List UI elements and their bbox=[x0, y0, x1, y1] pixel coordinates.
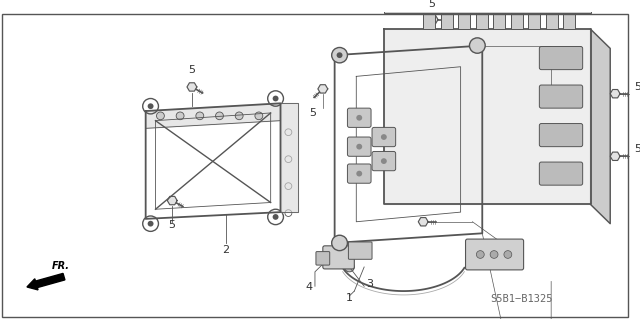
Circle shape bbox=[381, 158, 387, 164]
Text: 5: 5 bbox=[634, 145, 640, 154]
Bar bbox=[511, 8, 523, 29]
Bar bbox=[528, 8, 540, 29]
Text: 5: 5 bbox=[477, 243, 484, 253]
Polygon shape bbox=[167, 197, 177, 205]
Circle shape bbox=[176, 112, 184, 120]
Circle shape bbox=[337, 52, 342, 58]
Polygon shape bbox=[419, 218, 428, 226]
FancyBboxPatch shape bbox=[540, 85, 582, 108]
FancyBboxPatch shape bbox=[348, 242, 372, 259]
Circle shape bbox=[273, 96, 278, 101]
Text: 5: 5 bbox=[428, 0, 435, 9]
Bar bbox=[441, 8, 453, 29]
Text: 5: 5 bbox=[309, 108, 316, 118]
Circle shape bbox=[332, 48, 348, 63]
Polygon shape bbox=[591, 29, 610, 224]
Circle shape bbox=[255, 112, 263, 120]
Circle shape bbox=[490, 251, 498, 258]
Circle shape bbox=[332, 235, 348, 251]
Text: FR.: FR. bbox=[52, 261, 70, 271]
Polygon shape bbox=[384, 29, 591, 204]
FancyBboxPatch shape bbox=[465, 239, 524, 270]
Polygon shape bbox=[610, 152, 620, 160]
FancyBboxPatch shape bbox=[372, 127, 396, 147]
Circle shape bbox=[348, 265, 351, 269]
Text: 1: 1 bbox=[346, 293, 353, 303]
Circle shape bbox=[470, 38, 485, 53]
Text: S5B1−B1325: S5B1−B1325 bbox=[490, 294, 553, 304]
Text: 4: 4 bbox=[305, 282, 312, 292]
FancyBboxPatch shape bbox=[323, 246, 355, 269]
Polygon shape bbox=[146, 103, 280, 128]
Circle shape bbox=[273, 214, 278, 220]
FancyBboxPatch shape bbox=[372, 152, 396, 171]
Circle shape bbox=[196, 112, 204, 120]
FancyBboxPatch shape bbox=[316, 252, 330, 265]
Polygon shape bbox=[318, 85, 328, 93]
FancyBboxPatch shape bbox=[348, 108, 371, 127]
Text: 2: 2 bbox=[223, 245, 230, 255]
Circle shape bbox=[344, 262, 355, 272]
Polygon shape bbox=[280, 103, 298, 212]
FancyBboxPatch shape bbox=[348, 137, 371, 156]
FancyBboxPatch shape bbox=[540, 162, 582, 185]
FancyBboxPatch shape bbox=[348, 164, 371, 183]
Bar bbox=[423, 8, 435, 29]
Text: 5: 5 bbox=[634, 82, 640, 92]
Circle shape bbox=[157, 112, 164, 120]
Bar bbox=[493, 8, 506, 29]
Circle shape bbox=[356, 144, 362, 150]
FancyBboxPatch shape bbox=[540, 47, 582, 70]
Bar bbox=[546, 8, 558, 29]
Circle shape bbox=[504, 251, 512, 258]
Circle shape bbox=[476, 251, 484, 258]
Text: 3: 3 bbox=[366, 279, 373, 289]
Text: 5: 5 bbox=[168, 219, 175, 230]
FancyBboxPatch shape bbox=[540, 123, 582, 147]
Circle shape bbox=[148, 221, 154, 226]
Bar bbox=[384, 5, 591, 13]
Text: 5: 5 bbox=[188, 65, 195, 76]
Bar bbox=[458, 8, 470, 29]
Bar bbox=[476, 8, 488, 29]
Circle shape bbox=[356, 171, 362, 176]
Circle shape bbox=[381, 134, 387, 140]
Polygon shape bbox=[187, 83, 197, 91]
Circle shape bbox=[356, 115, 362, 121]
FancyArrow shape bbox=[27, 273, 65, 290]
Circle shape bbox=[236, 112, 243, 120]
Circle shape bbox=[216, 112, 223, 120]
Polygon shape bbox=[428, 15, 438, 24]
Circle shape bbox=[148, 103, 154, 109]
Polygon shape bbox=[610, 90, 620, 98]
Bar bbox=[563, 8, 575, 29]
